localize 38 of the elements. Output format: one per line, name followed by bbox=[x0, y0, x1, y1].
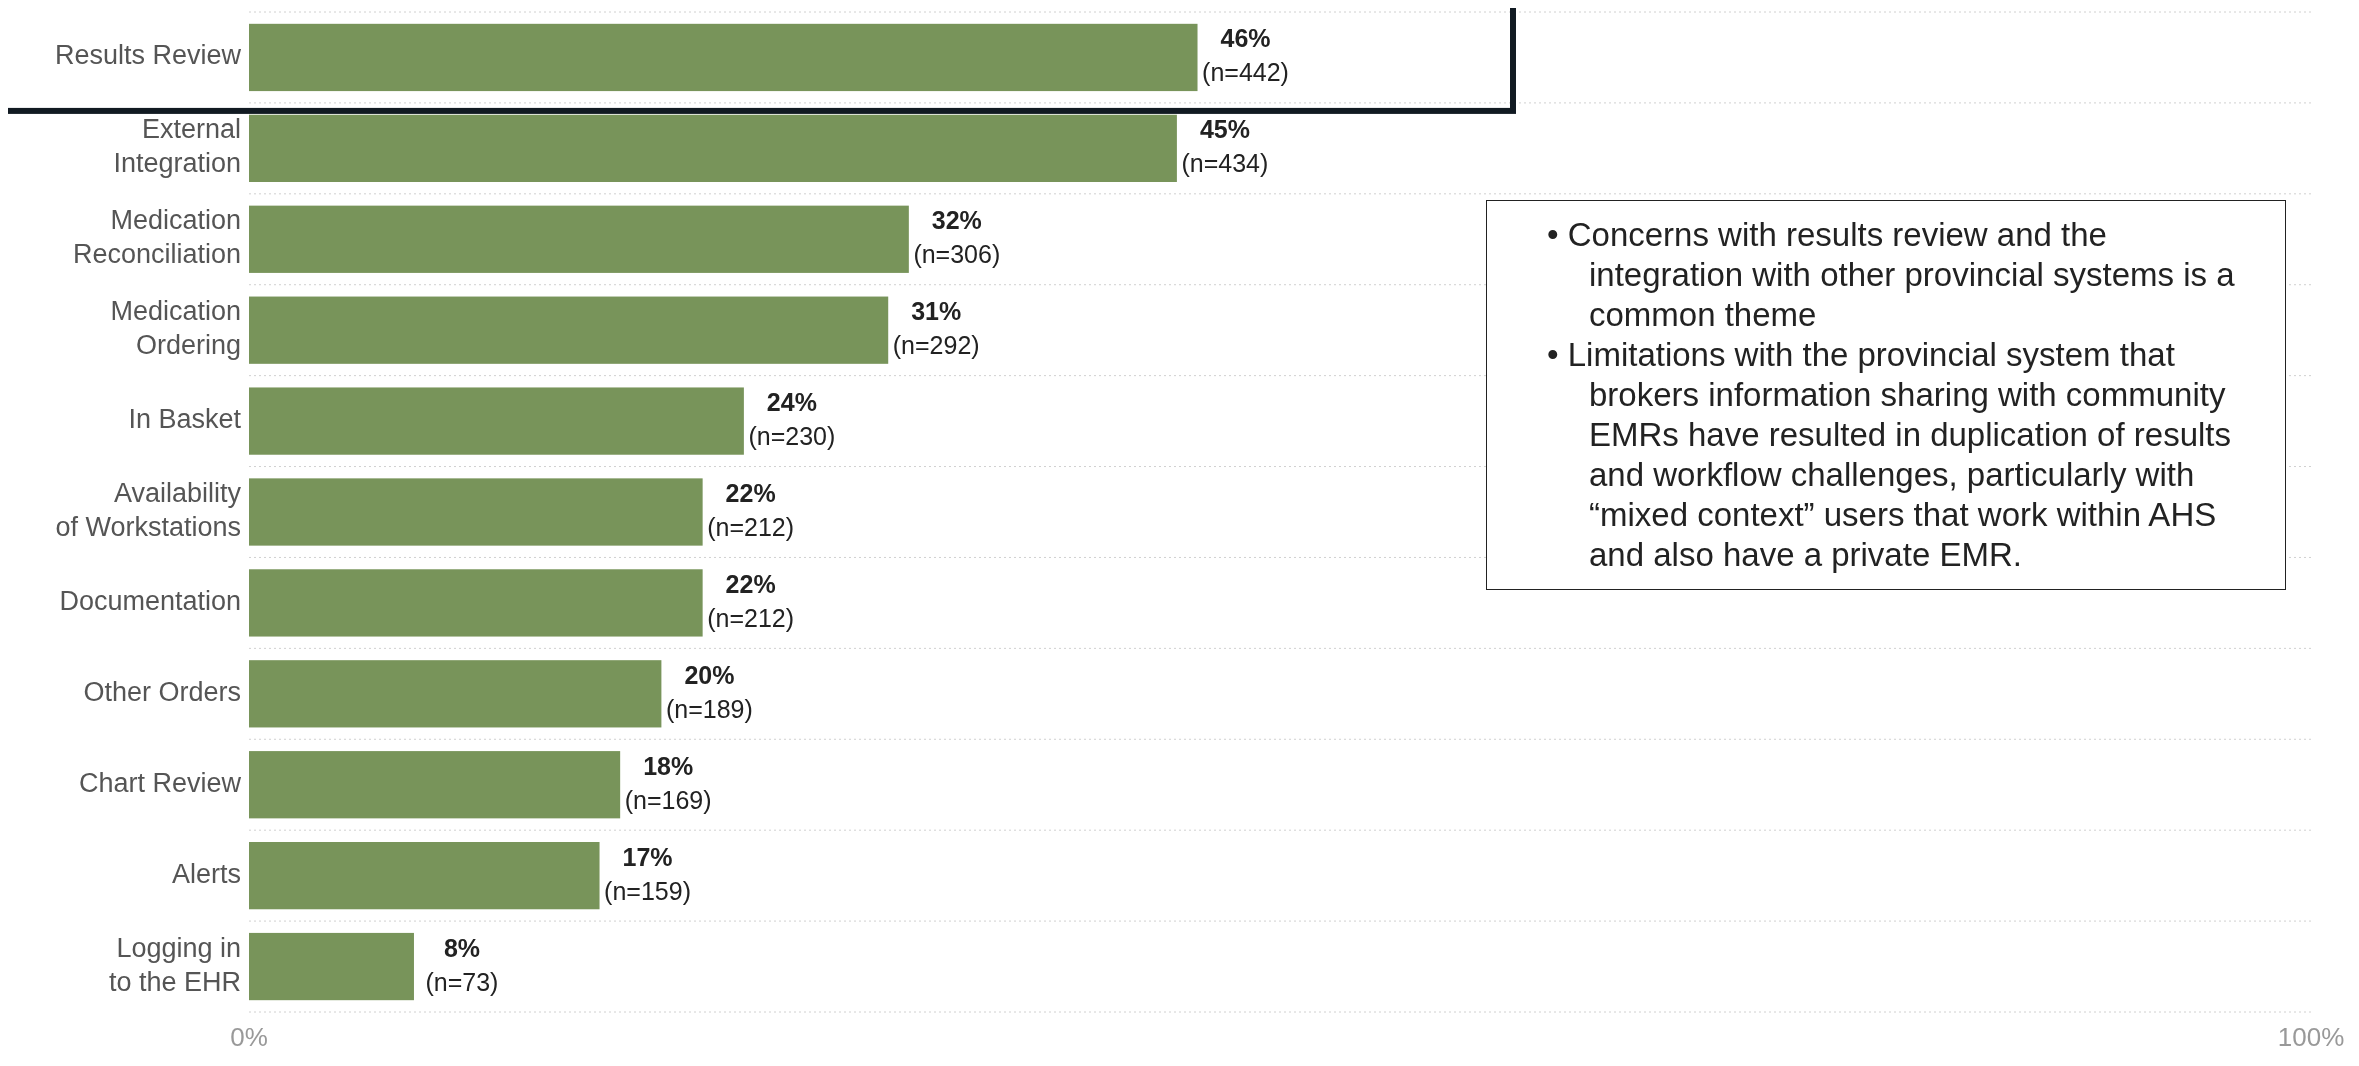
bar bbox=[249, 205, 909, 273]
data-label: 46% (n=442) bbox=[1202, 24, 1289, 87]
bar bbox=[249, 751, 621, 819]
data-label: 22% (n=212) bbox=[707, 478, 795, 541]
bar bbox=[249, 842, 600, 910]
note-box: • Concerns with results review and the integration with other provincial systems is a common theme • Limitations with the provincial system that brokers information sharing with community EMRs have resulted in duplication of results and workflow challenges, particularly with “mixed context” users that work within AHS and also have a private EMR. bbox=[1486, 200, 2286, 590]
bar bbox=[249, 296, 889, 364]
data-label: 22% (n=212) bbox=[707, 569, 795, 632]
x-tick-label: 100% bbox=[2277, 1022, 2345, 1052]
y-tick-label: Availability of Workstations bbox=[55, 478, 242, 543]
y-tick-label: Results Review bbox=[54, 40, 242, 71]
y-tick-label: Logging in to the EHR bbox=[108, 932, 241, 997]
y-tick-label: External Integration bbox=[113, 114, 241, 179]
y-tick-label: Other Orders bbox=[83, 676, 241, 707]
y-tick-label: Documentation bbox=[59, 586, 241, 617]
data-label: 31% (n=292) bbox=[892, 296, 980, 359]
data-label: 8% (n=73) bbox=[425, 933, 499, 996]
bar bbox=[249, 932, 414, 1001]
data-label: 45% (n=434) bbox=[1181, 114, 1269, 177]
y-tick-label: In Basket bbox=[128, 404, 242, 435]
data-label: 17% (n=159) bbox=[604, 842, 691, 905]
data-label: 20% (n=189) bbox=[665, 660, 753, 723]
y-tick-label: Chart Review bbox=[78, 767, 242, 798]
bar bbox=[249, 114, 1177, 182]
data-label: 32% (n=306) bbox=[913, 205, 1001, 268]
data-label: 24% (n=230) bbox=[748, 387, 836, 450]
data-label: 18% (n=169) bbox=[624, 751, 712, 814]
bar bbox=[249, 478, 703, 546]
bar bbox=[249, 569, 703, 637]
y-tick-label: Medication Reconciliation bbox=[72, 205, 241, 270]
y-tick-label: Alerts bbox=[171, 858, 241, 889]
x-tick-label: 0% bbox=[230, 1022, 268, 1052]
y-tick-label: Medication Ordering bbox=[110, 296, 241, 361]
bar bbox=[249, 23, 1198, 92]
bar bbox=[249, 387, 744, 455]
annotation: • Limitations with the provincial system that brokers information sharing with community EMRs have resulted in duplication of results and workflow challenges, particularly with “mixed context” users that work within AHS and also have a private EMR. bbox=[1547, 335, 2232, 575]
annotation: • Concerns with results review and the integration with other provincial systems is a common theme bbox=[1547, 215, 2236, 335]
bar bbox=[249, 660, 662, 728]
